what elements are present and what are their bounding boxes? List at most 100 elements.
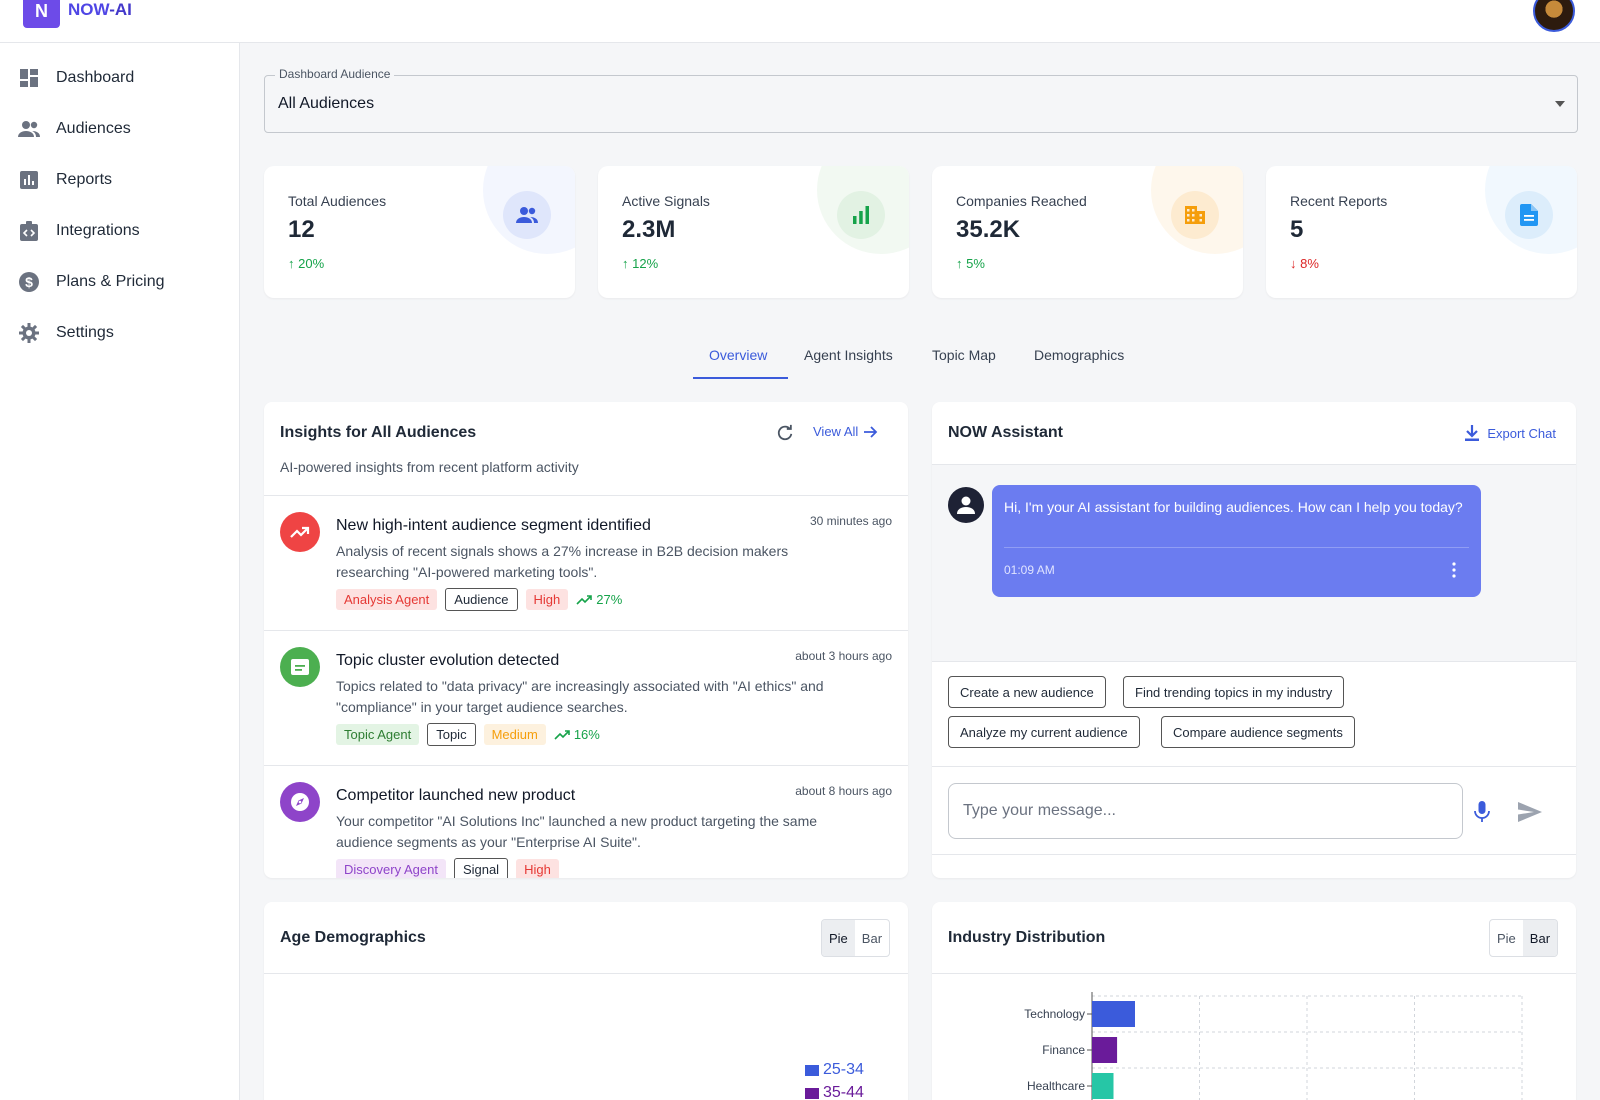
legend-swatch <box>805 1064 819 1076</box>
audience-select-label: Dashboard Audience <box>275 67 395 81</box>
bar[interactable] <box>1092 1037 1118 1063</box>
industry-chart-title: Industry Distribution <box>948 929 1106 946</box>
brand-name-part1: NOW <box>68 0 110 19</box>
agent-tag: Analysis Agent <box>336 589 438 610</box>
insight-time: 30 minutes ago <box>809 514 892 528</box>
message-input[interactable] <box>948 783 1463 839</box>
more-vert-icon[interactable] <box>1447 561 1461 579</box>
industry-bar-chart: Technology Finance Healthcare <box>1024 992 1523 1100</box>
view-all-link[interactable]: View All <box>813 424 878 439</box>
type-tag: Audience <box>445 588 518 611</box>
sidebar-item-integrations[interactable]: Integrations <box>0 209 240 253</box>
trend-value: 27% <box>596 592 623 607</box>
stat-change: ↑ 20% <box>288 256 324 271</box>
top-bar: N NOW-AI <box>0 0 1600 43</box>
download-icon <box>1465 425 1480 441</box>
stat-change: ↑ 5% <box>956 256 985 271</box>
y-tick-label: Finance <box>1042 1043 1085 1057</box>
insight-item[interactable]: Competitor launched new product about 8 … <box>264 765 908 878</box>
stat-card-total-audiences: Total Audiences 12 ↑ 20% <box>264 166 575 298</box>
sidebar-item-label: Reports <box>56 171 113 188</box>
bar[interactable] <box>1092 1001 1135 1027</box>
divider <box>932 766 1576 767</box>
arrow-up-icon: ↑ <box>622 256 633 271</box>
insight-description: Topics related to "data privacy" are inc… <box>336 678 824 715</box>
avatar[interactable] <box>1533 0 1575 32</box>
stat-label: Total Audiences <box>288 193 387 209</box>
stat-change-value: 8% <box>1300 256 1319 271</box>
arrow-up-icon: ↑ <box>288 256 299 271</box>
insight-tags: Analysis Agent Audience High 27% <box>336 588 622 611</box>
y-tick-label: Healthcare <box>1027 1079 1085 1093</box>
agent-tag: Discovery Agent <box>336 859 446 878</box>
y-tick-label: Technology <box>1024 1007 1085 1021</box>
suggestion-chip[interactable]: Analyze my current audience <box>948 716 1140 748</box>
chart-type-toggle: Pie Bar <box>1489 919 1559 957</box>
sidebar-item-label: Settings <box>56 324 114 341</box>
insight-tags: Discovery Agent Signal High <box>336 858 559 878</box>
sidebar-item-audiences[interactable]: Audiences <box>0 107 240 151</box>
bar[interactable] <box>1092 1073 1114 1099</box>
export-chat-label: Export Chat <box>1487 425 1556 441</box>
insight-item[interactable]: Topic cluster evolution detected about 3… <box>264 630 908 765</box>
brand-name[interactable]: NOW-AI <box>68 0 132 20</box>
bar-chart-icon <box>837 191 885 239</box>
topic-icon <box>280 647 320 687</box>
tab-agent-insights[interactable]: Agent Insights <box>804 347 893 363</box>
stat-card-recent-reports: Recent Reports 5 ↓ 8% <box>1266 166 1577 298</box>
message-text: Hi, I'm your AI assistant for building a… <box>1004 499 1463 515</box>
svg-text:$: $ <box>25 274 33 290</box>
sidebar-item-settings[interactable]: Settings <box>0 311 240 355</box>
active-tab-indicator <box>693 377 788 379</box>
person-icon <box>948 487 984 523</box>
insight-title: Topic cluster evolution detected <box>336 652 560 669</box>
tab-overview[interactable]: Overview <box>709 347 768 363</box>
microphone-icon[interactable] <box>1472 801 1492 823</box>
audience-select[interactable]: Dashboard Audience All Audiences <box>264 67 1578 133</box>
divider <box>932 854 1576 855</box>
logo[interactable]: N <box>23 0 60 28</box>
dollar-icon: $ <box>18 271 40 293</box>
suggestion-chip[interactable]: Find trending topics in my industry <box>1123 676 1345 708</box>
stat-change: ↑ 12% <box>622 256 658 271</box>
arrow-right-icon <box>864 425 878 438</box>
refresh-icon[interactable] <box>776 424 794 442</box>
stat-value: 5 <box>1290 216 1304 243</box>
type-tag: Signal <box>453 858 509 878</box>
insight-title: New high-intent audience segment identif… <box>336 517 651 534</box>
sidebar-item-plans-pricing[interactable]: $ Plans & Pricing <box>0 260 240 304</box>
sidebar-item-reports[interactable]: Reports <box>0 158 240 202</box>
bar-toggle-button[interactable]: Bar <box>1522 920 1558 956</box>
pie-toggle-button[interactable]: Pie <box>1497 930 1516 946</box>
divider <box>264 973 908 974</box>
insights-subtitle: AI-powered insights from recent platform… <box>280 459 579 475</box>
people-icon <box>503 191 551 239</box>
suggestion-chip[interactable]: Create a new audience <box>948 676 1106 708</box>
legend-item: 35-44 <box>805 1084 864 1100</box>
tab-topic-map[interactable]: Topic Map <box>932 347 996 363</box>
bar-toggle-button[interactable]: Bar <box>861 930 883 946</box>
bar-chart-icon <box>18 169 40 191</box>
tab-demographics[interactable]: Demographics <box>1034 347 1125 363</box>
pie-toggle-button[interactable]: Pie <box>822 920 855 956</box>
legend-item: 25-34 <box>805 1061 864 1079</box>
insight-description: Analysis of recent signals shows a 27% i… <box>336 543 789 580</box>
stat-value: 12 <box>288 216 315 243</box>
document-icon <box>1505 191 1553 239</box>
sidebar-item-dashboard[interactable]: Dashboard <box>0 56 240 100</box>
insight-title: Competitor launched new product <box>336 787 576 804</box>
stat-label: Recent Reports <box>1290 193 1388 209</box>
send-icon[interactable] <box>1518 802 1542 822</box>
stat-change-value: 20% <box>298 256 325 271</box>
age-demographics-panel: Age Demographics Pie Bar 25-34 35-44 <box>264 902 908 1100</box>
insight-item[interactable]: New high-intent audience segment identif… <box>264 495 908 630</box>
industry-distribution-panel: Industry Distribution Pie Bar Technology… <box>932 902 1576 1100</box>
suggestion-chip[interactable]: Compare audience segments <box>1161 716 1355 748</box>
stat-card-active-signals: Active Signals 2.3M ↑ 12% <box>598 166 909 298</box>
type-tag: Topic <box>427 723 476 746</box>
brand-name-part2: -AI <box>109 0 132 19</box>
trend-indicator: 27% <box>576 592 622 607</box>
export-chat-button[interactable]: Export Chat <box>1465 425 1556 441</box>
trend-value: 16% <box>573 727 600 742</box>
legend-swatch <box>805 1087 819 1099</box>
